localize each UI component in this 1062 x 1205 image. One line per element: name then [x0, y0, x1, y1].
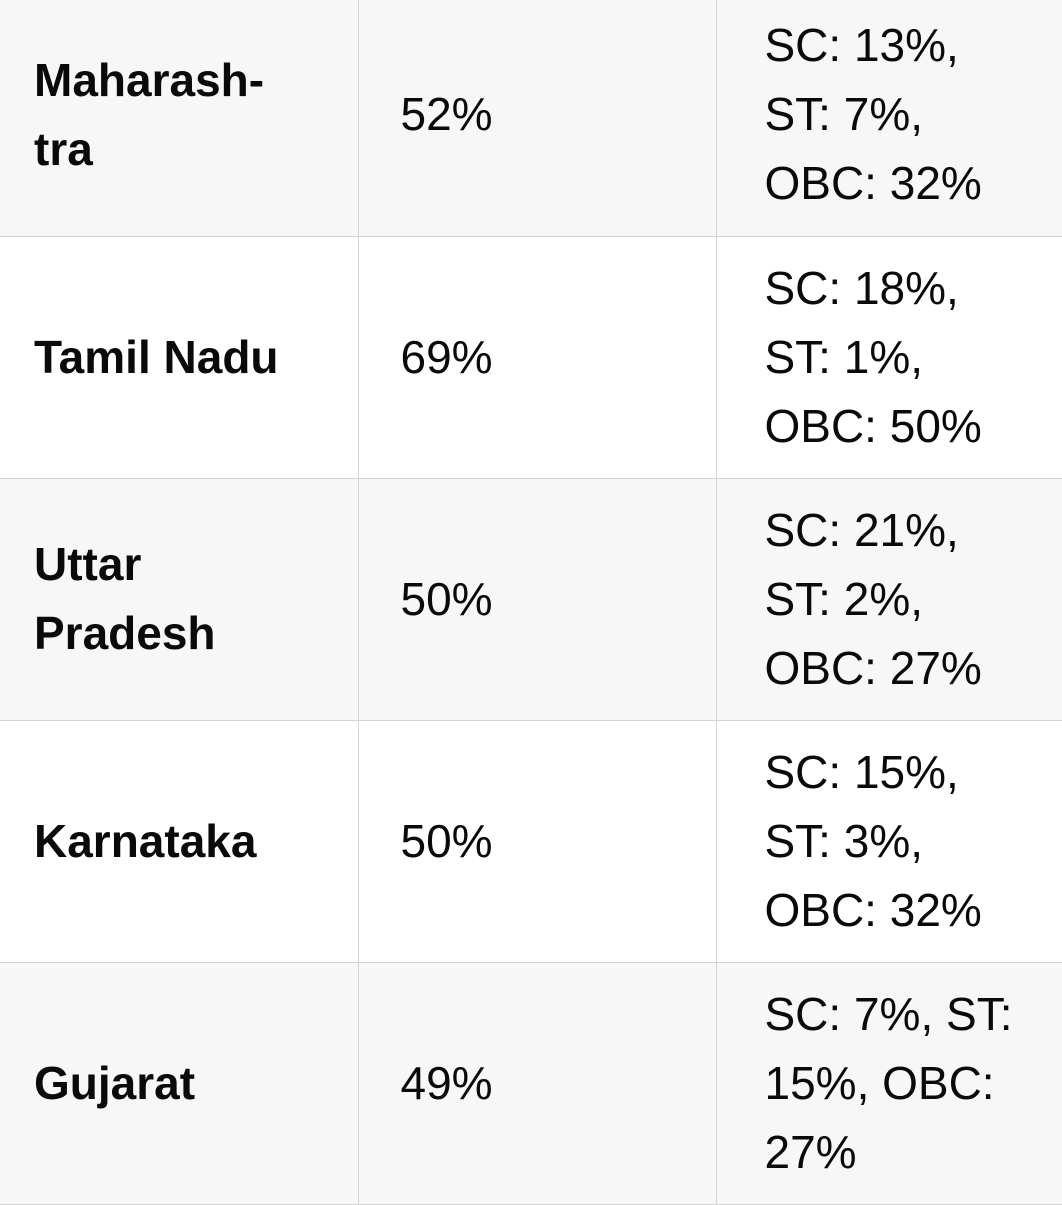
breakdown-cell: SC: 18%, ST: 1%, OBC: 50% [716, 236, 1062, 479]
breakdown-line: SC: 13%, [764, 19, 959, 72]
breakdown-line: ST: 2%, [764, 572, 924, 625]
breakdown-cell: SC: 13%, ST: 7%, OBC: 32% [716, 0, 1062, 237]
state-name-line: Gujarat [34, 1056, 196, 1109]
breakdown-line: SC: 7%, ST: [764, 987, 1013, 1040]
state-cell: Uttar Pradesh [0, 478, 359, 721]
breakdown-line: OBC: 32% [764, 157, 982, 210]
total-reservation-cell: 52% [358, 0, 717, 237]
breakdown-line: ST: 3%, [764, 814, 924, 867]
total-reservation-cell: 50% [358, 720, 717, 963]
table-row: Gujarat 49% SC: 7%, ST: 15%, OBC: 27% [0, 962, 1062, 1205]
table-row: Karnataka 50% SC: 15%, ST: 3%, OBC: 32% [0, 720, 1062, 963]
table-row: Uttar Pradesh 50% SC: 21%, ST: 2%, OBC: … [0, 478, 1062, 721]
breakdown-cell: SC: 7%, ST: 15%, OBC: 27% [716, 962, 1062, 1205]
breakdown-line: OBC: 50% [764, 399, 982, 452]
state-name-line: Karnataka [34, 814, 257, 867]
breakdown-line: OBC: 32% [764, 883, 982, 936]
state-name-line: Maharash- [34, 53, 265, 106]
total-reservation-cell: 50% [358, 478, 717, 721]
breakdown-line: OBC: 27% [764, 641, 982, 694]
breakdown-line: 15%, OBC: [764, 1056, 995, 1109]
total-reservation-cell: 69% [358, 236, 717, 479]
breakdown-line: ST: 7%, [764, 88, 924, 141]
breakdown-line: SC: 15%, [764, 745, 959, 798]
total-reservation-cell: 49% [358, 962, 717, 1205]
state-cell: Gujarat [0, 962, 359, 1205]
table-row: Maharash- tra 52% SC: 13%, ST: 7%, OBC: … [0, 0, 1062, 237]
state-name-line: tra [34, 122, 93, 175]
state-name-line: Uttar [34, 538, 142, 590]
breakdown-line: 27% [764, 1125, 857, 1178]
state-cell: Maharash- tra [0, 0, 359, 237]
state-name-line: Pradesh [34, 607, 216, 659]
breakdown-line: SC: 18%, [764, 261, 959, 314]
state-name-line: Tamil Nadu [34, 330, 279, 383]
breakdown-line: ST: 1%, [764, 330, 924, 383]
table-row: Tamil Nadu 69% SC: 18%, ST: 1%, OBC: 50% [0, 236, 1062, 479]
state-cell: Karnataka [0, 720, 359, 963]
breakdown-cell: SC: 21%, ST: 2%, OBC: 27% [716, 478, 1062, 721]
state-cell: Tamil Nadu [0, 236, 359, 479]
breakdown-line: SC: 21%, [764, 503, 959, 556]
breakdown-cell: SC: 15%, ST: 3%, OBC: 32% [716, 720, 1062, 963]
